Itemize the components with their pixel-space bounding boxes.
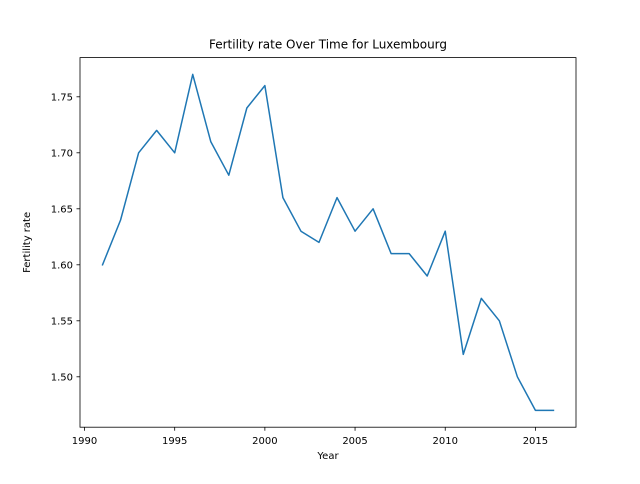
y-tick-label: 1.65: [51, 204, 73, 215]
series-line: [101, 73, 555, 412]
x-tick-label: 2005: [342, 436, 367, 447]
y-tick-label: 1.55: [51, 316, 73, 327]
y-tick-label: 1.50: [51, 372, 73, 383]
axes-frame: [79, 57, 577, 428]
x-tick-label: 2000: [252, 436, 277, 447]
x-tick-label: 2015: [523, 436, 548, 447]
y-tick-label: 1.60: [51, 260, 73, 271]
x-tick-label: 1995: [162, 436, 187, 447]
y-tick-label: 1.75: [51, 92, 73, 103]
chart-title: Fertility rate Over Time for Luxembourg: [209, 38, 447, 52]
x-tick-label: 1990: [72, 436, 97, 447]
y-axis-label: Fertility rate: [22, 212, 33, 273]
y-tick-label: 1.70: [51, 148, 73, 159]
axis-ticks: 1990 1995 2000 2005 2010 2015 1.50 1.55 1.60 1.65…: [51, 92, 548, 447]
plot-area: [101, 73, 555, 412]
x-axis-label: Year: [316, 451, 339, 462]
x-tick-label: 2010: [433, 436, 458, 447]
